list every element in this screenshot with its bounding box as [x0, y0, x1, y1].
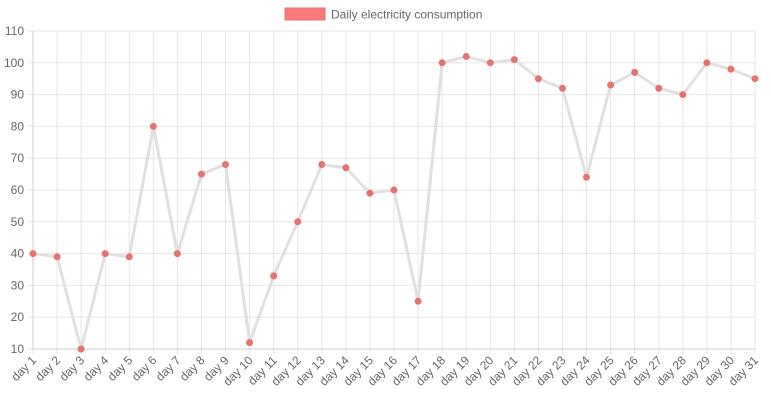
- y-tick-label: 80: [11, 119, 25, 133]
- data-point[interactable]: [29, 250, 37, 258]
- data-point[interactable]: [462, 52, 470, 60]
- y-tick-label: 50: [11, 215, 25, 229]
- data-points: [29, 52, 759, 353]
- axes: [32, 31, 755, 350]
- x-tick-label: day 4: [81, 353, 112, 384]
- data-point[interactable]: [149, 122, 157, 130]
- x-tick-label: day 2: [33, 353, 64, 384]
- data-point[interactable]: [101, 250, 109, 258]
- y-tick-label: 70: [11, 151, 25, 165]
- data-point[interactable]: [534, 75, 542, 83]
- data-point[interactable]: [607, 81, 615, 89]
- data-point[interactable]: [751, 75, 759, 83]
- data-point[interactable]: [703, 59, 711, 67]
- data-point[interactable]: [558, 84, 566, 92]
- data-point[interactable]: [318, 161, 326, 169]
- data-point[interactable]: [438, 59, 446, 67]
- data-point[interactable]: [270, 272, 278, 280]
- data-point[interactable]: [414, 297, 422, 305]
- x-tick-label: day 6: [129, 353, 160, 384]
- legend[interactable]: Daily electricity consumption: [284, 7, 482, 22]
- data-point[interactable]: [366, 189, 374, 197]
- x-tick-label: day 1: [8, 353, 39, 384]
- data-point[interactable]: [173, 250, 181, 258]
- y-tick-label: 10: [11, 342, 25, 356]
- data-point[interactable]: [77, 345, 85, 353]
- data-point[interactable]: [679, 91, 687, 99]
- data-point[interactable]: [390, 186, 398, 194]
- y-axis-ticks: 10 20 30 40 50 60 70 80 90 100 110: [4, 24, 24, 356]
- data-point[interactable]: [631, 68, 639, 76]
- legend-swatch: [284, 7, 326, 21]
- data-point[interactable]: [510, 56, 518, 64]
- legend-label: Daily electricity consumption: [331, 8, 482, 22]
- data-point[interactable]: [342, 164, 350, 172]
- data-point[interactable]: [197, 170, 205, 178]
- y-tick-label: 60: [11, 183, 25, 197]
- data-point[interactable]: [222, 161, 230, 169]
- data-point[interactable]: [53, 253, 61, 261]
- data-point[interactable]: [655, 84, 663, 92]
- y-tick-label: 40: [11, 247, 25, 261]
- data-point[interactable]: [727, 65, 735, 73]
- x-tick-label: day 7: [153, 353, 184, 384]
- data-point[interactable]: [583, 173, 591, 181]
- x-tick-label: day 3: [57, 353, 88, 384]
- y-tick-label: 20: [11, 310, 25, 324]
- data-point[interactable]: [294, 218, 302, 226]
- data-point[interactable]: [246, 339, 254, 347]
- data-point[interactable]: [125, 253, 133, 261]
- y-tick-label: 110: [5, 24, 24, 38]
- x-tick-label: day 5: [105, 353, 136, 384]
- data-point[interactable]: [486, 59, 494, 67]
- y-tick-label: 90: [11, 88, 25, 102]
- x-tick-label: day 8: [177, 353, 208, 384]
- y-tick-label: 30: [11, 278, 25, 292]
- y-tick-label: 100: [4, 56, 24, 70]
